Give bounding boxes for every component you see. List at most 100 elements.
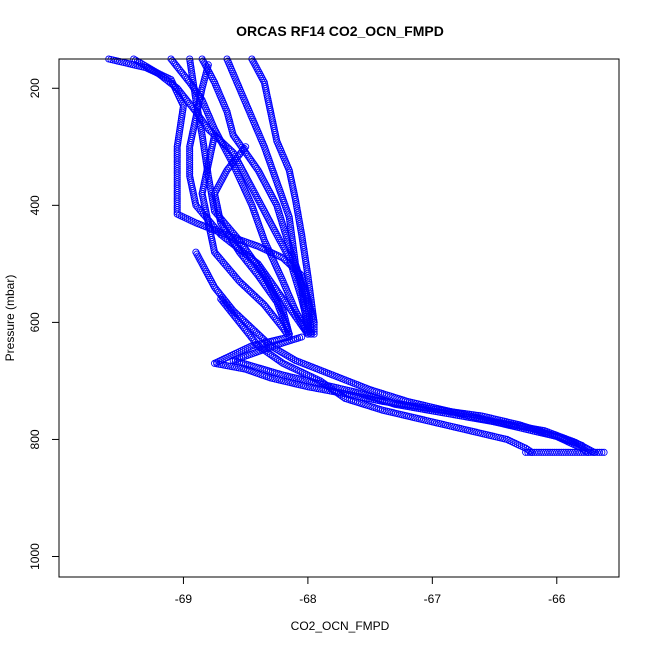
data-point [304,272,312,280]
data-point [310,316,318,324]
data-point [535,448,543,456]
data-point [276,347,284,355]
data-point [278,349,286,357]
data-point [304,276,313,284]
data-point [551,448,559,456]
data-point [255,273,263,281]
data-point [272,354,280,362]
data-point [299,323,307,331]
data-point [305,280,313,289]
data-point [257,275,265,283]
data-point [219,222,227,231]
data-point [580,448,588,456]
data-point [306,285,314,293]
data-point [288,238,297,246]
data-point [263,284,271,292]
data-point [309,314,318,322]
data-point [259,346,267,354]
data-point [149,66,157,74]
data-point [542,448,550,456]
data-point [295,318,303,326]
x-tick-label: -66 [548,592,566,606]
data-point [133,57,142,65]
data-point [305,308,313,316]
data-point [224,164,232,173]
data-point [230,133,239,141]
data-point [296,320,304,328]
data-point [566,448,574,456]
data-point [262,282,270,290]
data-point [286,222,294,230]
data-point [309,312,317,320]
data-point [220,224,228,232]
data-point [308,305,316,313]
data-point [548,448,556,456]
data-point [571,448,579,456]
data-point [325,383,333,391]
x-axis: -69 -68 -67 -66 [175,577,566,606]
data-point [263,272,271,280]
data-point [277,358,285,366]
data-point [562,448,570,456]
data-point [284,352,292,360]
data-point [336,391,344,399]
data-point [334,389,342,398]
data-point [268,291,276,299]
data-point [253,164,261,172]
chart-title: ORCAS RF14 CO2_OCN_FMPD [236,23,444,39]
data-point [235,140,243,148]
data-point [259,279,267,287]
data-point [318,378,326,386]
data-point [269,293,277,301]
data-point [147,65,155,73]
data-point [304,305,313,313]
data-point [301,306,309,314]
data-point [262,270,270,278]
data-point [600,448,608,456]
data-point [218,221,226,229]
y-axis: 200 400 600 800 1000 [28,78,59,570]
data-point [294,316,302,324]
data-point [575,448,583,456]
data-point [237,238,245,246]
x-tick-label: -68 [299,592,317,606]
data-point [303,328,311,336]
data-point [257,263,265,271]
data-point [290,246,298,255]
data-point [145,64,153,72]
x-axis-label: CO2_OCN_FMPD [291,619,390,633]
data-point [596,448,604,456]
data-point [569,448,577,456]
data-point [544,448,552,456]
data-point [270,294,278,302]
data-point [306,287,314,295]
x-tick-label: -69 [175,592,193,606]
data-point [299,297,307,305]
data-point [247,156,255,164]
data-point [229,131,237,139]
data-point [555,448,563,456]
data-point [522,448,530,456]
data-point [284,302,292,310]
data-point [285,304,293,312]
data-point [275,357,283,365]
y-tick-label: 800 [28,429,42,449]
data-points [105,55,608,456]
data-point [307,298,315,306]
data-point [267,277,275,285]
data-point [258,277,266,285]
data-point [329,386,337,394]
data-point [338,392,346,400]
data-point [332,388,340,396]
data-point [186,161,194,169]
data-point [278,293,286,301]
data-point [260,269,268,277]
data-point [282,351,290,359]
data-point [289,309,297,317]
data-point [283,300,291,308]
data-point [286,220,294,228]
data-point [578,441,586,449]
data-point [279,295,287,303]
data-point [591,448,599,456]
